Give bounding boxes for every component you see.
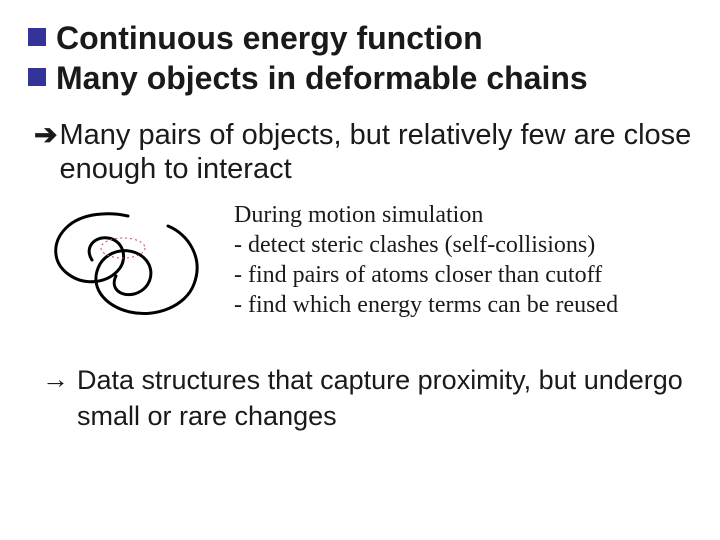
bullet-item-2: Many objects in deformable chains (28, 58, 692, 98)
sim-line-2: - detect steric clashes (self-collisions… (234, 230, 618, 260)
bottom-arrow-line: → Data structures that capture proximity… (42, 363, 692, 433)
middle-row: During motion simulation - detect steric… (38, 200, 692, 337)
sim-line-1: During motion simulation (234, 200, 618, 230)
arrow-text-1: Many pairs of objects, but relatively fe… (59, 118, 692, 186)
chain-diagram (38, 200, 218, 337)
sim-line-4: - find which energy terms can be reused (234, 290, 618, 320)
bottom-text: Data structures that capture proximity, … (77, 363, 692, 433)
bullet-text-1: Continuous energy function (56, 18, 483, 58)
sim-line-3: - find pairs of atoms closer than cutoff (234, 260, 618, 290)
square-bullet-icon (28, 28, 46, 46)
square-bullet-icon (28, 68, 46, 86)
arrow-icon: → (42, 363, 69, 397)
arrow-line-1: ➔ Many pairs of objects, but relatively … (34, 118, 692, 186)
arrow-icon: ➔ (34, 118, 57, 152)
bullet-item-1: Continuous energy function (28, 18, 692, 58)
bullet-text-2: Many objects in deformable chains (56, 58, 588, 98)
simulation-text: During motion simulation - detect steric… (234, 200, 618, 320)
